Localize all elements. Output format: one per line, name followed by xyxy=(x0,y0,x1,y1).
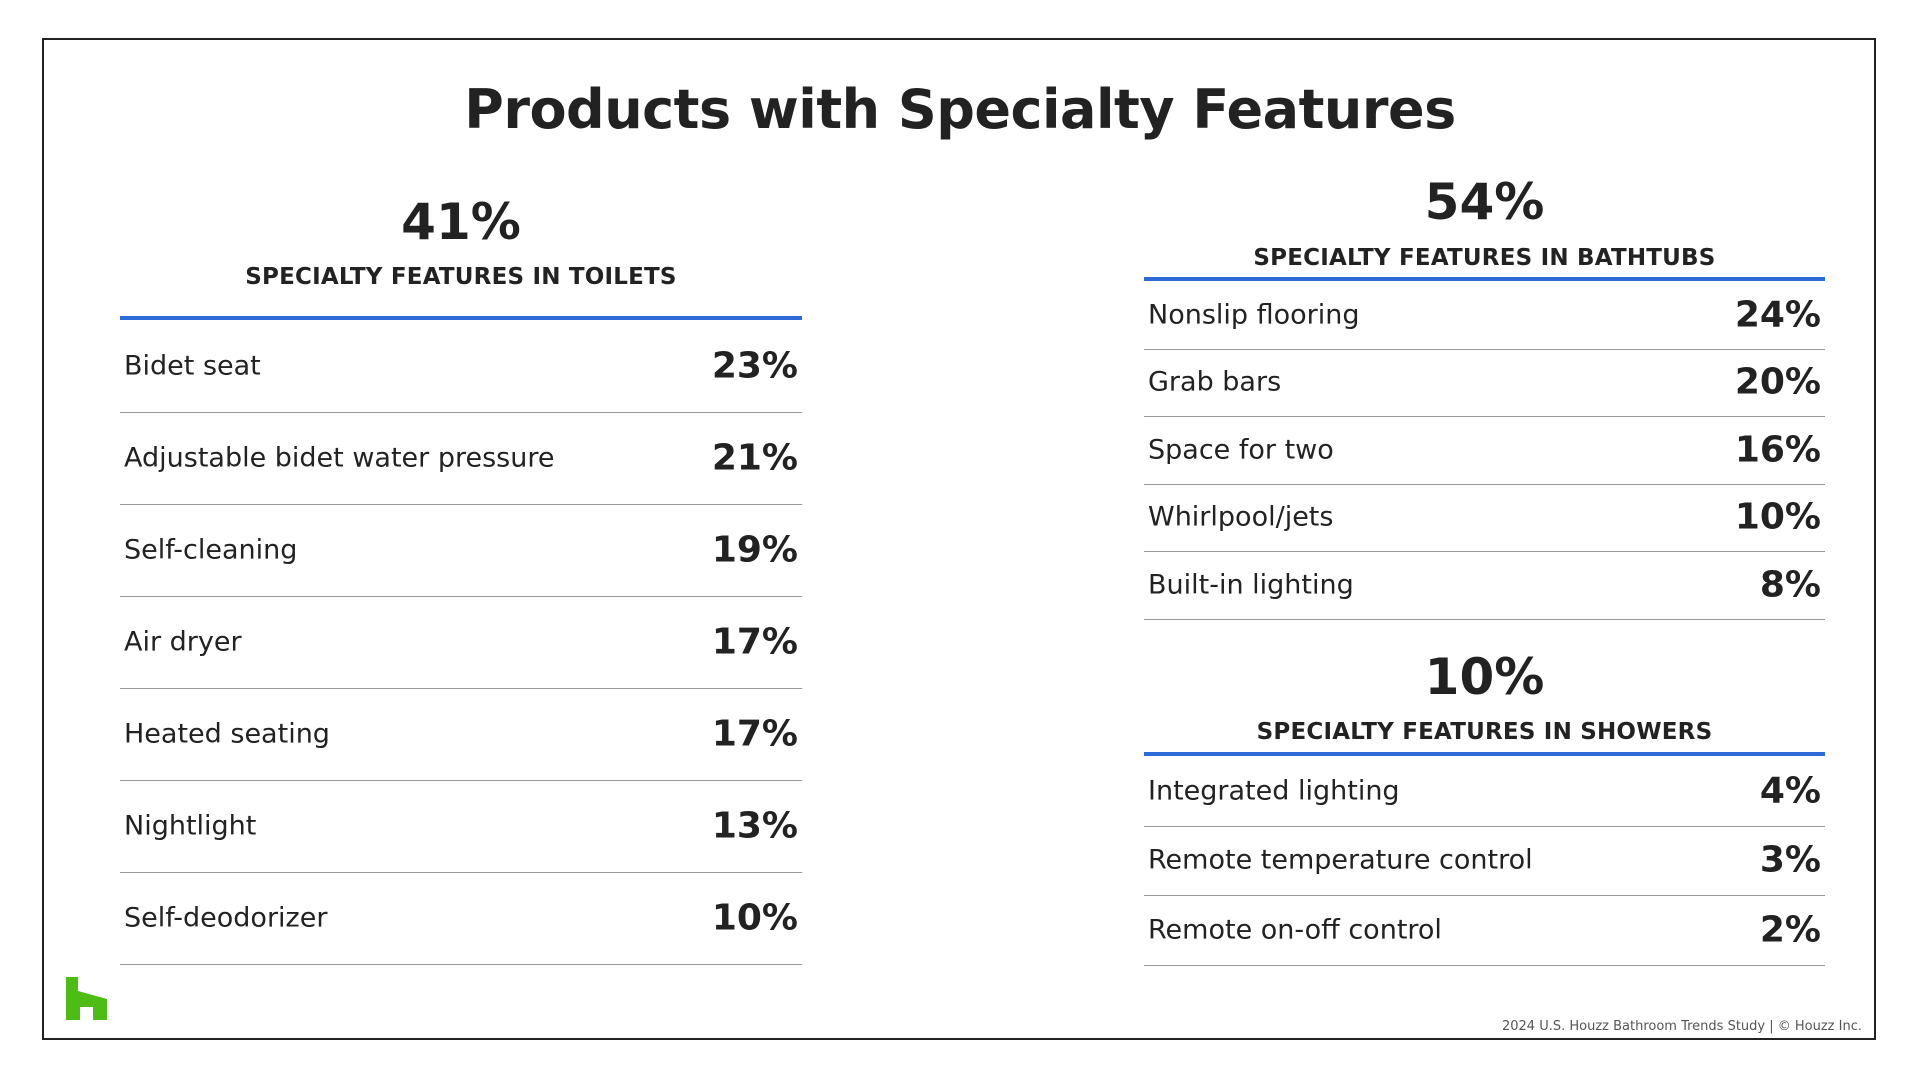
section-percent: 54% xyxy=(1424,173,1545,231)
row-value: 4% xyxy=(1759,770,1821,812)
row-value: 10% xyxy=(1734,496,1821,538)
row-value: 10% xyxy=(711,897,798,939)
row-value: 13% xyxy=(711,805,798,847)
row-name: Remote on-off control xyxy=(1148,914,1442,946)
row-name: Self-deodorizer xyxy=(124,902,328,934)
row-divider xyxy=(1144,964,1825,966)
row-name: Nonslip flooring xyxy=(1148,299,1360,331)
row-value: 17% xyxy=(711,621,798,663)
footer: 2024 U.S. Houzz Bathroom Trends Study | … xyxy=(1501,1019,1862,1034)
row-divider xyxy=(120,780,802,781)
row-name: Space for two xyxy=(1148,434,1334,466)
row-name: Built-in lighting xyxy=(1148,569,1354,601)
slide-frame xyxy=(42,38,1876,1040)
row-name: Air dryer xyxy=(124,626,242,658)
row-value: 16% xyxy=(1734,429,1821,471)
row-value: 23% xyxy=(711,345,798,387)
row-value: 3% xyxy=(1759,839,1821,881)
row-divider xyxy=(1144,825,1825,827)
row-name: Heated seating xyxy=(124,718,330,750)
row-value: 20% xyxy=(1734,361,1821,403)
row-divider xyxy=(1144,618,1825,620)
row-divider xyxy=(120,596,802,597)
row-name: Grab bars xyxy=(1148,366,1282,398)
row-name: Self-cleaning xyxy=(124,534,298,566)
row-divider xyxy=(1144,895,1825,896)
section-rule xyxy=(1144,277,1825,281)
row-divider xyxy=(1144,416,1825,417)
slide-title: Products with Specialty Features xyxy=(464,78,1456,141)
row-name: Adjustable bidet water pressure xyxy=(124,442,555,474)
row-divider xyxy=(1144,348,1825,350)
section-percent: 10% xyxy=(1424,648,1545,706)
row-name: Integrated lighting xyxy=(1148,775,1400,807)
row-value: 19% xyxy=(711,529,798,571)
row-divider xyxy=(120,688,802,689)
section-label: SPECIALTY FEATURES IN BATHTUBS xyxy=(1253,245,1716,271)
section-percent: 41% xyxy=(401,193,521,251)
row-value: 17% xyxy=(711,713,798,755)
section-label: SPECIALTY FEATURES IN TOILETS xyxy=(245,264,677,290)
row-value: 8% xyxy=(1759,564,1821,606)
row-divider xyxy=(120,504,802,505)
row-name: Nightlight xyxy=(124,810,257,842)
row-divider xyxy=(120,872,802,873)
row-divider xyxy=(1144,551,1825,552)
row-divider xyxy=(120,964,802,965)
houzz-logo xyxy=(66,977,107,1020)
section-label: SPECIALTY FEATURES IN SHOWERS xyxy=(1256,719,1713,745)
row-divider xyxy=(1144,483,1825,485)
row-value: 2% xyxy=(1759,909,1821,951)
section-rule xyxy=(1144,752,1825,756)
row-value: 24% xyxy=(1734,294,1821,336)
row-name: Bidet seat xyxy=(124,350,261,382)
row-value: 21% xyxy=(711,437,798,479)
row-name: Whirlpool/jets xyxy=(1148,501,1334,533)
row-divider xyxy=(120,412,802,413)
row-name: Remote temperature control xyxy=(1148,844,1533,876)
section-rule xyxy=(120,316,802,320)
